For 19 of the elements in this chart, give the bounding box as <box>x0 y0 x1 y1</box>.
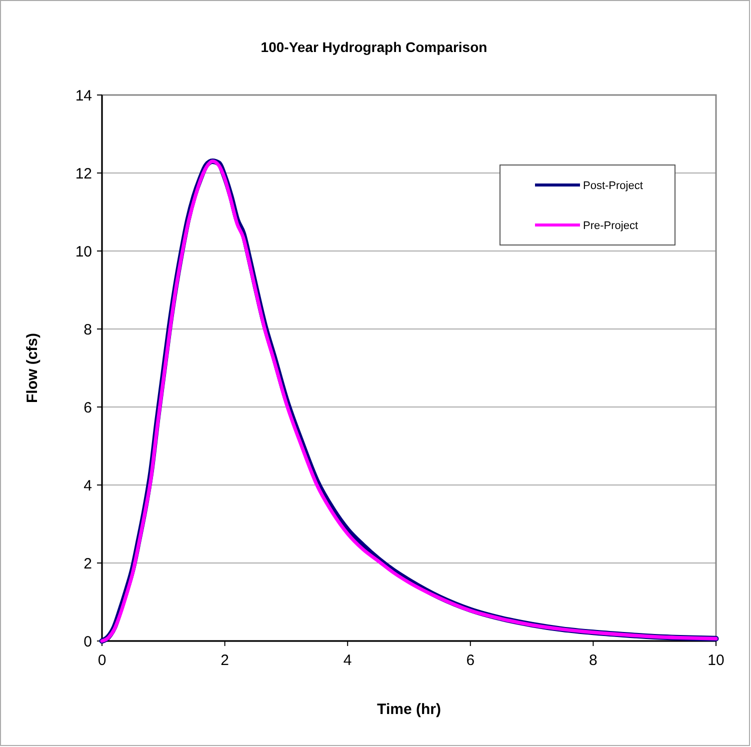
y-tick-label: 6 <box>84 399 92 416</box>
x-axis-title: Time (hr) <box>377 701 441 718</box>
x-tick-label: 2 <box>220 652 229 669</box>
y-tick-label: 4 <box>84 477 92 494</box>
chart-title: 100-Year Hydrograph Comparison <box>260 39 488 55</box>
y-tick-label: 2 <box>84 555 92 572</box>
x-tick-label: 6 <box>466 652 475 669</box>
y-tick-label: 0 <box>84 633 92 650</box>
x-tick-label: 8 <box>589 652 598 669</box>
y-axis-title: Flow (cfs) <box>24 333 41 403</box>
legend-label: Post-Project <box>583 180 643 192</box>
y-tick-label: 12 <box>75 165 92 182</box>
y-tick-label: 14 <box>75 87 92 104</box>
legend-label: Pre-Project <box>583 220 638 232</box>
y-tick-label: 8 <box>84 321 92 338</box>
x-tick-label: 4 <box>343 652 352 669</box>
x-tick-label: 0 <box>98 652 106 669</box>
x-tick-label: 10 <box>708 652 724 669</box>
y-tick-label: 10 <box>75 243 92 260</box>
